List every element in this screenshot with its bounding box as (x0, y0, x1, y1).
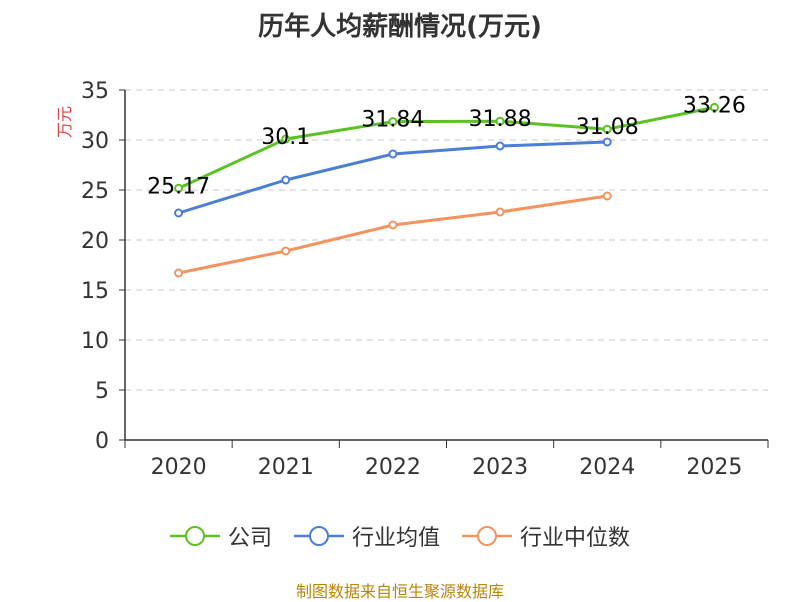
legend-label-industry-avg: 行业均值 (351, 526, 440, 551)
x-tick-label-2025: 2025 (686, 455, 742, 480)
y-tick-label-0: 0 (95, 429, 109, 454)
y-tick-label-5: 5 (95, 379, 109, 404)
y-tick-label-25: 25 (81, 179, 109, 204)
series-lines (174, 102, 719, 278)
point-0-2023 (495, 116, 505, 126)
y-tick-label-20: 20 (81, 229, 109, 254)
y-tick-label-15: 15 (81, 279, 109, 304)
data-label-2022: 31.84 (361, 108, 424, 133)
point-1-2023 (495, 141, 505, 151)
data-labels: 25.17 30.1 31.84 31.88 31.08 33.26 (147, 93, 746, 199)
legend-item-industry-median[interactable]: 行业中位数 (462, 520, 630, 552)
legend-label-industry-median: 行业中位数 (520, 526, 631, 551)
x-tick-label-2023: 2023 (472, 455, 528, 480)
point-2-2020 (174, 268, 184, 278)
point-2-2022 (388, 220, 398, 230)
legend-marker-company (169, 526, 220, 546)
y-tick-label-10: 10 (81, 329, 109, 354)
point-1-2020 (174, 208, 184, 218)
data-label-2020: 25.17 (147, 174, 210, 199)
legend-item-industry-avg[interactable]: 行业均值 (293, 520, 440, 552)
data-label-2024: 31.08 (576, 115, 639, 140)
point-0-2021 (281, 134, 291, 144)
y-axis-title: 万元 (55, 106, 74, 138)
point-2-2024 (602, 191, 612, 201)
y-tick-label-30: 30 (81, 129, 109, 154)
point-2-2023 (495, 207, 505, 217)
point-0-2025 (709, 102, 719, 112)
data-label-2021: 30.1 (261, 125, 310, 150)
x-tick-label-2022: 2022 (365, 455, 421, 480)
legend-label-company: 公司 (227, 526, 272, 551)
source-footer: 制图数据来自恒生聚源数据库 (295, 582, 504, 601)
legend-marker-industry-avg (293, 526, 344, 546)
x-tick-label-2021: 2021 (258, 455, 314, 480)
chart-title: 历年人均薪酬情况(万元) (258, 12, 542, 42)
y-tick-label-35: 35 (81, 79, 109, 104)
legend-item-company[interactable]: 公司 (169, 520, 272, 552)
point-1-2024 (602, 137, 612, 147)
data-label-2023: 31.88 (469, 107, 532, 132)
point-1-2021 (281, 175, 291, 185)
series-line-2 (178, 194, 608, 275)
point-0-2024 (602, 124, 612, 134)
legend: 公司 行业均值 行业中位数 (0, 520, 800, 552)
grid-lines (125, 89, 768, 391)
series-line-0 (177, 105, 715, 190)
x-tick-label-2024: 2024 (579, 455, 635, 480)
legend-marker-industry-median (462, 526, 512, 546)
data-label-2025: 33.26 (683, 93, 746, 118)
point-2-2021 (281, 246, 291, 256)
x-tick-label-2020: 2020 (151, 455, 207, 480)
point-0-2022 (388, 117, 398, 127)
point-1-2022 (388, 149, 398, 159)
point-0-2020 (174, 183, 184, 193)
